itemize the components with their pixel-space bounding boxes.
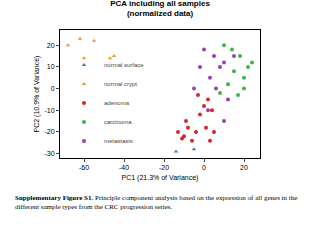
svg-text:20: 20	[240, 164, 248, 171]
svg-text:normal surface: normal surface	[104, 62, 144, 68]
svg-text:-30: -30	[44, 150, 54, 157]
svg-text:adenoma: adenoma	[104, 100, 130, 106]
svg-text:-40: -40	[119, 164, 129, 171]
svg-text:20: 20	[47, 42, 55, 49]
svg-text:-20: -20	[159, 164, 169, 171]
svg-text:PC2 (10.9% of Variance): PC2 (10.9% of Variance)	[33, 56, 41, 133]
svg-text:-20: -20	[44, 128, 54, 135]
svg-text:10: 10	[47, 63, 55, 70]
svg-text:carcinoma: carcinoma	[104, 119, 132, 125]
svg-text:metastasis: metastasis	[104, 138, 133, 144]
svg-text:0: 0	[202, 164, 206, 171]
svg-text:-60: -60	[79, 164, 89, 171]
html-text:Supplementary Figure S1. Princ: Supplementary Figure S1. Principle compo…	[15, 194, 298, 211]
svg-text:-10: -10	[44, 107, 54, 114]
svg-text:PCA including all samples(norm: PCA including all samples(normalized dat…	[110, 0, 210, 18]
svg-text:normal crypt: normal crypt	[104, 81, 137, 87]
svg-text:PC1 (21.3% of Variance): PC1 (21.3% of Variance)	[122, 174, 199, 182]
svg-text:0: 0	[51, 85, 55, 92]
